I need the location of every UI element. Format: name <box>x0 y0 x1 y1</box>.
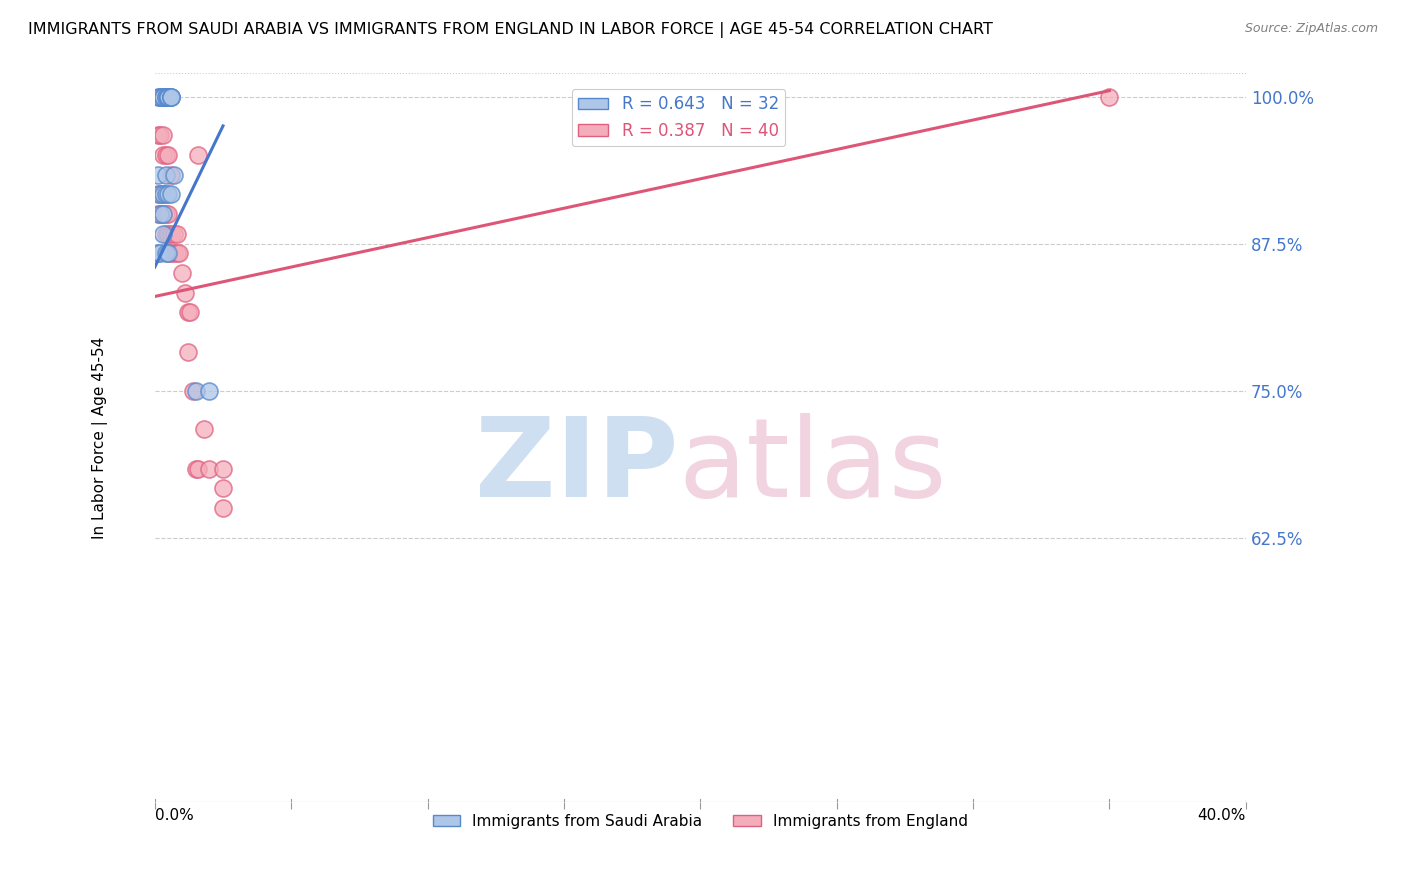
Legend: Immigrants from Saudi Arabia, Immigrants from England: Immigrants from Saudi Arabia, Immigrants… <box>426 807 974 835</box>
Text: In Labor Force | Age 45-54: In Labor Force | Age 45-54 <box>93 336 108 539</box>
Point <box>157 246 180 260</box>
Point <box>212 481 235 495</box>
Point <box>152 187 174 202</box>
Point <box>157 246 180 260</box>
Point <box>193 422 215 436</box>
Point <box>155 169 177 183</box>
Point <box>160 227 183 241</box>
Point <box>155 207 177 221</box>
Point <box>155 227 177 241</box>
Point <box>198 384 221 398</box>
Point <box>149 89 172 103</box>
Point <box>176 305 198 319</box>
Point <box>157 227 180 241</box>
Text: Source: ZipAtlas.com: Source: ZipAtlas.com <box>1244 22 1378 36</box>
Point <box>155 148 177 162</box>
Point <box>160 89 183 103</box>
Text: 40.0%: 40.0% <box>1198 808 1246 823</box>
Point <box>155 89 177 103</box>
Point <box>149 128 172 143</box>
Point <box>146 89 169 103</box>
Point <box>163 169 186 183</box>
Point <box>152 89 174 103</box>
Text: 0.0%: 0.0% <box>155 808 194 823</box>
Point <box>149 187 172 202</box>
Point <box>155 246 177 260</box>
Point <box>146 128 169 143</box>
Point <box>149 89 172 103</box>
Point <box>1098 89 1121 103</box>
Point <box>155 187 177 202</box>
Point <box>176 344 198 359</box>
Point <box>181 384 204 398</box>
Text: ZIP: ZIP <box>475 413 679 520</box>
Point <box>149 207 172 221</box>
Point <box>173 285 195 300</box>
Point <box>166 246 188 260</box>
Point <box>160 169 183 183</box>
Point <box>160 89 183 103</box>
Point <box>179 305 201 319</box>
Point <box>163 227 186 241</box>
Point <box>152 207 174 221</box>
Point <box>155 89 177 103</box>
Point <box>157 89 180 103</box>
Point <box>157 89 180 103</box>
Point <box>157 207 180 221</box>
Point <box>157 89 180 103</box>
Point <box>172 266 194 280</box>
Point <box>152 89 174 103</box>
Point <box>152 227 174 241</box>
Point <box>146 187 169 202</box>
Point <box>160 89 183 103</box>
Point <box>157 187 180 202</box>
Point <box>187 462 209 476</box>
Point <box>163 246 186 260</box>
Point <box>184 384 207 398</box>
Point <box>160 246 183 260</box>
Point <box>157 148 180 162</box>
Point <box>152 187 174 202</box>
Point <box>152 128 174 143</box>
Point <box>146 169 169 183</box>
Point <box>212 462 235 476</box>
Point <box>212 501 235 516</box>
Point <box>198 462 221 476</box>
Point <box>149 246 172 260</box>
Point <box>152 148 174 162</box>
Point <box>166 227 188 241</box>
Point <box>146 207 169 221</box>
Text: atlas: atlas <box>679 413 948 520</box>
Point <box>169 246 191 260</box>
Point <box>160 187 183 202</box>
Point <box>149 187 172 202</box>
Point <box>157 89 180 103</box>
Text: IMMIGRANTS FROM SAUDI ARABIA VS IMMIGRANTS FROM ENGLAND IN LABOR FORCE | AGE 45-: IMMIGRANTS FROM SAUDI ARABIA VS IMMIGRAN… <box>28 22 993 38</box>
Point <box>152 89 174 103</box>
Point <box>187 148 209 162</box>
Point <box>149 207 172 221</box>
Point <box>146 246 169 260</box>
Point <box>184 462 207 476</box>
Point <box>152 207 174 221</box>
